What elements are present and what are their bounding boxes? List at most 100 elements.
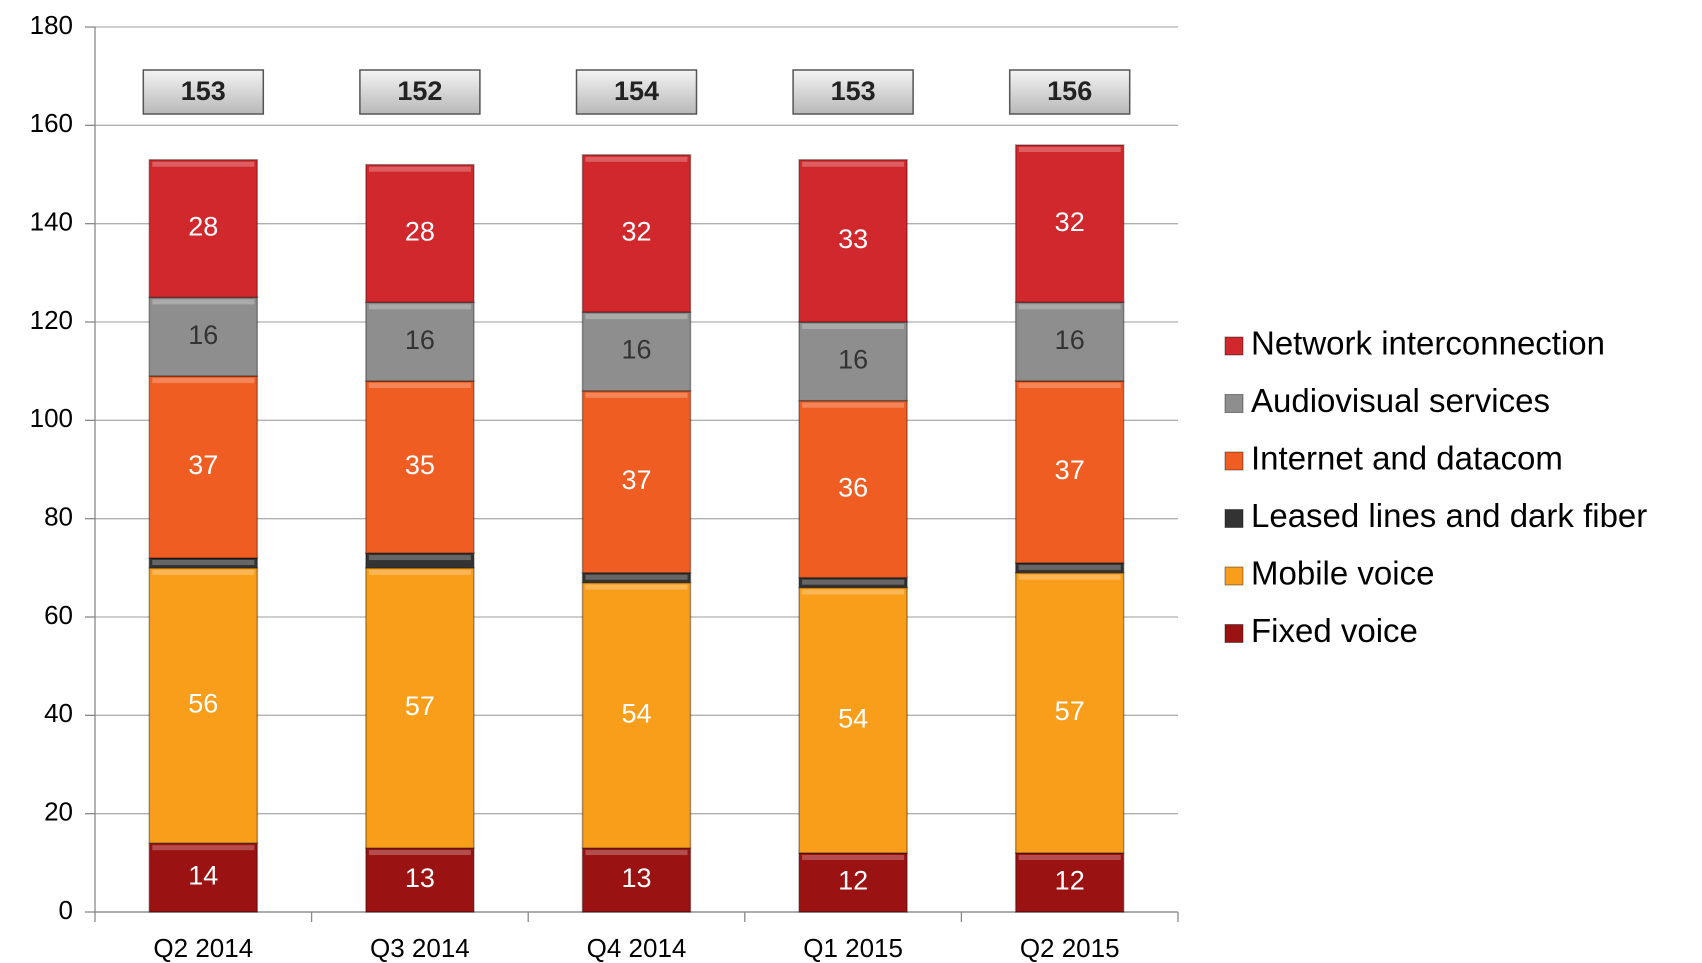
bar-bevel bbox=[1018, 564, 1121, 570]
total-box bbox=[142, 69, 265, 115]
value-label: 16 bbox=[405, 325, 435, 355]
bar-bevel bbox=[585, 314, 688, 320]
legend-label: Mobile voice bbox=[1251, 555, 1434, 592]
y-tick-label: 100 bbox=[30, 403, 73, 433]
total-label: 153 bbox=[181, 76, 226, 106]
bar-segment bbox=[1014, 852, 1125, 913]
legend-swatch bbox=[1224, 566, 1244, 586]
bar-bevel bbox=[1018, 304, 1121, 310]
y-tick-label: 160 bbox=[30, 108, 73, 138]
legend-swatch bbox=[1224, 336, 1244, 356]
y-tick-label: 120 bbox=[30, 305, 73, 335]
bar-bevel bbox=[802, 855, 905, 860]
total-box bbox=[792, 69, 914, 115]
value-label: 57 bbox=[1055, 696, 1085, 726]
value-label: 37 bbox=[188, 450, 218, 480]
bar-bevel bbox=[802, 324, 905, 329]
value-label: 12 bbox=[1055, 866, 1085, 896]
bar-segment bbox=[1014, 301, 1125, 382]
x-tick-label: Q3 2014 bbox=[370, 933, 470, 963]
bar-segment bbox=[1014, 380, 1125, 564]
bar-segment bbox=[148, 375, 259, 559]
bar-segment bbox=[581, 154, 692, 313]
total-label: 153 bbox=[831, 76, 876, 106]
bar-bevel bbox=[585, 584, 688, 590]
value-label: 14 bbox=[188, 861, 218, 891]
bar-segment bbox=[365, 301, 475, 382]
value-label: 57 bbox=[405, 691, 435, 721]
bar-segment bbox=[365, 847, 475, 913]
bar-segment bbox=[798, 852, 908, 913]
y-tick-label: 20 bbox=[44, 797, 73, 827]
y-tick-label: 60 bbox=[44, 600, 73, 630]
value-label: 16 bbox=[621, 335, 651, 365]
value-label: 13 bbox=[621, 863, 651, 893]
bar-segment bbox=[581, 390, 692, 574]
bar-bevel bbox=[368, 304, 471, 310]
bar-bevel bbox=[368, 555, 471, 561]
bar-segment bbox=[1014, 572, 1125, 854]
legend-swatch bbox=[1224, 509, 1244, 528]
x-tick-label: Q1 2015 bbox=[803, 933, 903, 963]
value-label: 36 bbox=[838, 472, 868, 502]
value-label: 32 bbox=[1055, 207, 1085, 237]
bar-segment bbox=[798, 159, 908, 323]
value-label: 54 bbox=[838, 703, 868, 733]
bar-segment bbox=[148, 842, 259, 913]
bar-bevel bbox=[802, 161, 905, 167]
legend-label: Audiovisual services bbox=[1251, 382, 1550, 419]
bar-bevel bbox=[152, 569, 255, 575]
value-label: 16 bbox=[838, 344, 868, 374]
value-label: 12 bbox=[838, 866, 868, 896]
bar-bevel bbox=[152, 378, 255, 384]
bar-bevel bbox=[152, 560, 255, 565]
bar-segment bbox=[148, 296, 259, 377]
x-tick-label: Q2 2014 bbox=[153, 933, 253, 963]
bar-bevel bbox=[1018, 383, 1121, 388]
bar-bevel bbox=[1018, 147, 1121, 152]
value-label: 32 bbox=[621, 217, 651, 247]
bar-bevel bbox=[368, 166, 471, 172]
y-tick-label: 80 bbox=[44, 502, 73, 532]
bar-segment bbox=[148, 567, 259, 844]
total-box bbox=[1008, 69, 1131, 115]
bar-bevel bbox=[585, 574, 688, 580]
bar-bevel bbox=[368, 569, 471, 575]
bar-bevel bbox=[802, 402, 905, 408]
y-tick-label: 140 bbox=[30, 207, 73, 237]
bar-bevel bbox=[802, 579, 905, 585]
legend-label: Network interconnection bbox=[1251, 325, 1605, 362]
x-tick-label: Q2 2015 bbox=[1020, 933, 1120, 963]
total-box bbox=[575, 69, 698, 115]
x-tick-label: Q4 2014 bbox=[587, 933, 687, 963]
value-label: 16 bbox=[1055, 325, 1085, 355]
legend-label: Internet and datacom bbox=[1251, 440, 1563, 477]
bar-segment bbox=[1014, 144, 1125, 304]
total-label: 154 bbox=[614, 76, 659, 106]
bar-segment bbox=[148, 159, 259, 299]
y-tick-label: 180 bbox=[30, 10, 73, 40]
value-label: 16 bbox=[188, 320, 218, 350]
legend-swatch bbox=[1224, 451, 1244, 471]
value-label: 33 bbox=[838, 224, 868, 254]
total-label: 152 bbox=[397, 76, 442, 106]
value-label: 13 bbox=[405, 863, 435, 893]
bar-segment bbox=[581, 581, 692, 849]
bar-bevel bbox=[152, 299, 255, 305]
y-tick-label: 40 bbox=[44, 698, 73, 728]
bar-bevel bbox=[1018, 855, 1121, 860]
value-label: 35 bbox=[405, 450, 435, 480]
bar-bevel bbox=[1018, 574, 1121, 580]
total-box bbox=[359, 69, 481, 115]
bar-bevel bbox=[802, 589, 905, 595]
value-label: 28 bbox=[188, 212, 218, 242]
value-label: 54 bbox=[621, 698, 651, 728]
legend-swatch bbox=[1224, 624, 1244, 643]
bar-bevel bbox=[585, 392, 688, 398]
bar-bevel bbox=[152, 845, 255, 851]
bar-segment bbox=[798, 576, 908, 589]
bar-segment bbox=[798, 321, 908, 402]
bar-bevel bbox=[152, 161, 255, 167]
bar-segment bbox=[581, 847, 692, 913]
value-label: 37 bbox=[1055, 455, 1085, 485]
